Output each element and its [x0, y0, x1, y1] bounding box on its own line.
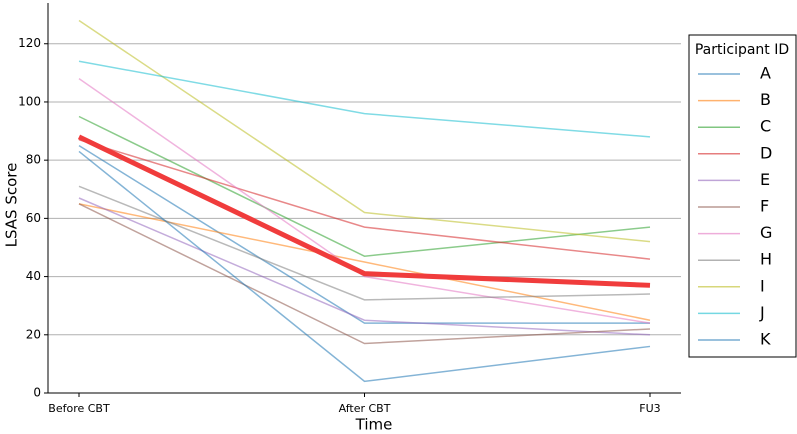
legend-label: C [760, 117, 771, 136]
legend-label: K [760, 330, 771, 349]
x-axis-label: Time [355, 416, 393, 434]
y-tick-label: 60 [26, 211, 41, 225]
x-tick-label: FU3 [639, 402, 660, 415]
legend-label: D [760, 143, 772, 162]
line [78, 78, 651, 324]
legend-label: A [760, 64, 771, 83]
line [77, 134, 651, 288]
legend-label: F [760, 197, 769, 216]
line [78, 203, 651, 321]
y-tick-label: 120 [18, 36, 41, 50]
x-tick-label: After CBT [339, 402, 391, 415]
line [78, 60, 651, 138]
y-tick-label: 20 [26, 327, 41, 341]
legend-label: H [760, 250, 772, 269]
x-tick-label: Before CBT [48, 402, 110, 415]
line [78, 150, 651, 383]
legend-title: Participant ID [695, 42, 789, 58]
legend-label: J [759, 303, 765, 322]
y-tick-label: 0 [33, 386, 41, 400]
y-axis-label: LSAS Score [3, 163, 21, 248]
line [78, 139, 651, 260]
y-tick-label: 40 [26, 269, 41, 283]
line [78, 185, 651, 301]
line [78, 19, 651, 243]
line [78, 203, 651, 345]
line [78, 115, 651, 257]
legend-box [688, 34, 797, 358]
line [78, 144, 650, 324]
line [78, 197, 651, 336]
legend-label: E [760, 170, 770, 189]
y-tick-label: 80 [26, 153, 41, 167]
y-tick-label: 100 [18, 94, 41, 108]
legend-label: I [760, 276, 765, 295]
legend-label: G [760, 223, 772, 242]
legend-label: B [760, 90, 771, 109]
